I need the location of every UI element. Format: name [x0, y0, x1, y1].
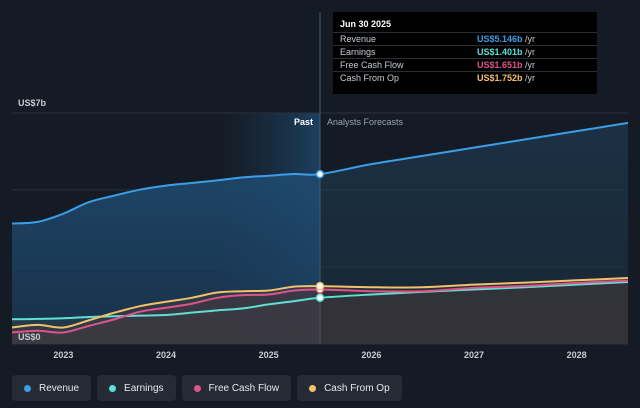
tooltip-label: Free Cash Flow	[340, 60, 404, 70]
tooltip-row-earnings: Earnings US$1.401b /yr	[333, 45, 597, 59]
legend-dot-icon	[193, 384, 201, 392]
tooltip-label: Earnings	[340, 47, 376, 57]
tooltip-value: US$1.401b /yr	[477, 47, 536, 57]
legend-item-cash-from-op[interactable]: Cash From Op	[297, 375, 402, 401]
x-tick-label: 2023	[53, 350, 73, 360]
y-axis-top-label: US$7b	[18, 98, 47, 108]
tooltip-label: Cash From Op	[340, 73, 400, 83]
point-cash-from-op	[315, 281, 325, 291]
legend-item-revenue[interactable]: Revenue	[12, 375, 92, 401]
legend: Revenue Earnings Free Cash Flow Cash Fro…	[12, 375, 402, 401]
line-cash-from-op	[11, 277, 629, 329]
legend-item-earnings[interactable]: Earnings	[97, 375, 176, 401]
financials-chart: US$7b US$0 Past Analysts Forecasts 2023 2…	[11, 12, 629, 360]
tooltip-row-fcf: Free Cash Flow US$1.651b /yr	[333, 58, 597, 72]
area-cash-from-op-forecast	[320, 278, 628, 344]
legend-dot-icon	[109, 384, 117, 392]
legend-label: Cash From Op	[324, 382, 390, 394]
tooltip: Jun 30 2025 Revenue US$5.146b /yr Earnin…	[333, 12, 597, 94]
x-tick-label: 2025	[259, 350, 279, 360]
legend-label: Revenue	[39, 382, 80, 394]
tooltip-row-revenue: Revenue US$5.146b /yr	[333, 32, 597, 46]
forecast-label: Analysts Forecasts	[327, 117, 404, 127]
y-axis-bottom-label: US$0	[18, 332, 41, 342]
tooltip-value: US$1.651b /yr	[477, 60, 536, 70]
tooltip-label: Revenue	[340, 34, 377, 44]
x-tick-label: 2026	[361, 350, 381, 360]
tooltip-row-cfo: Cash From Op US$1.752b /yr	[333, 71, 597, 85]
legend-label: Earnings	[124, 382, 164, 394]
line-earnings	[11, 280, 629, 321]
line-free-cash-flow	[11, 279, 629, 334]
point-earnings	[315, 293, 325, 303]
legend-label: Free Cash Flow	[208, 382, 280, 394]
line-revenue	[11, 121, 629, 225]
legend-dot-icon	[24, 384, 31, 392]
x-tick-label: 2024	[156, 350, 176, 360]
legend-dot-icon	[309, 384, 317, 392]
past-label: Past	[294, 117, 313, 127]
tooltip-value: US$1.752b /yr	[477, 73, 536, 83]
point-revenue	[315, 169, 325, 179]
tooltip-date: Jun 30 2025	[340, 19, 392, 29]
tooltip-value: US$5.146b /yr	[477, 34, 536, 44]
legend-item-free-cash-flow[interactable]: Free Cash Flow	[181, 375, 292, 401]
x-tick-label: 2028	[567, 350, 587, 360]
x-tick-label: 2027	[464, 350, 484, 360]
